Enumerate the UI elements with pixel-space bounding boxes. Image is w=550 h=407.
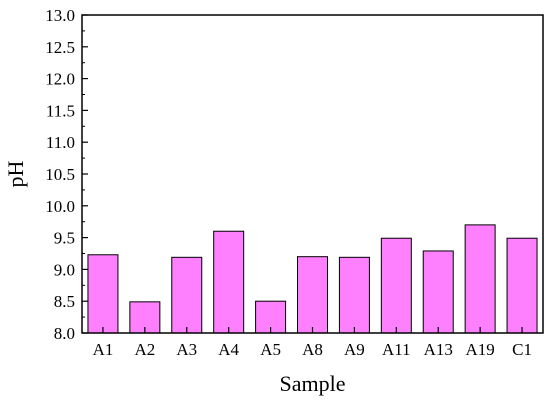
bar-a3 <box>171 256 203 334</box>
x-axis-title: Sample <box>280 371 346 396</box>
x-tick-label: A3 <box>176 340 197 359</box>
bar-c1 <box>506 237 538 334</box>
y-tick-label: 11.5 <box>46 101 75 120</box>
bars-group <box>87 224 538 334</box>
bar-a13 <box>422 250 454 334</box>
x-tick-label: A4 <box>218 340 239 359</box>
bar-a8 <box>297 256 328 334</box>
plot-frame <box>81 14 544 334</box>
y-tick-label: 8.0 <box>54 324 75 343</box>
x-tick-label: A9 <box>344 340 365 359</box>
bar-a19 <box>464 224 496 334</box>
y-tick-label: 9.0 <box>54 260 75 279</box>
y-tick-label: 11.0 <box>46 133 75 152</box>
x-axis-ticks: A1 A2 A3 A4 A5 A8 A9 A11 A13 A19 C1 <box>93 327 532 359</box>
x-tick-label: C1 <box>512 340 532 359</box>
bar-a4 <box>213 230 245 334</box>
x-tick-label: A11 <box>382 340 411 359</box>
x-tick-label: A13 <box>424 340 453 359</box>
y-axis-title: pH <box>3 160 28 187</box>
bar-a11 <box>380 237 412 334</box>
y-tick-label: 10.0 <box>45 197 75 216</box>
y-tick-label: 12.5 <box>45 38 75 57</box>
x-tick-label: A2 <box>134 340 155 359</box>
bar-a9 <box>338 256 370 334</box>
x-tick-label: A8 <box>302 340 323 359</box>
x-tick-label: A5 <box>260 340 281 359</box>
y-tick-label: 13.0 <box>45 6 75 25</box>
bar-a1 <box>87 254 119 334</box>
x-tick-label: A1 <box>93 340 114 359</box>
y-tick-label: 12.0 <box>45 70 75 89</box>
x-tick-label: A19 <box>465 340 494 359</box>
y-tick-label: 9.5 <box>54 229 75 248</box>
y-tick-label: 10.5 <box>45 165 75 184</box>
y-tick-label: 8.5 <box>54 292 75 311</box>
y-axis-ticks: 8.0 8.5 9.0 9.5 10.0 10.5 11.0 11.5 12.0 12.5 13.0 <box>45 6 88 343</box>
